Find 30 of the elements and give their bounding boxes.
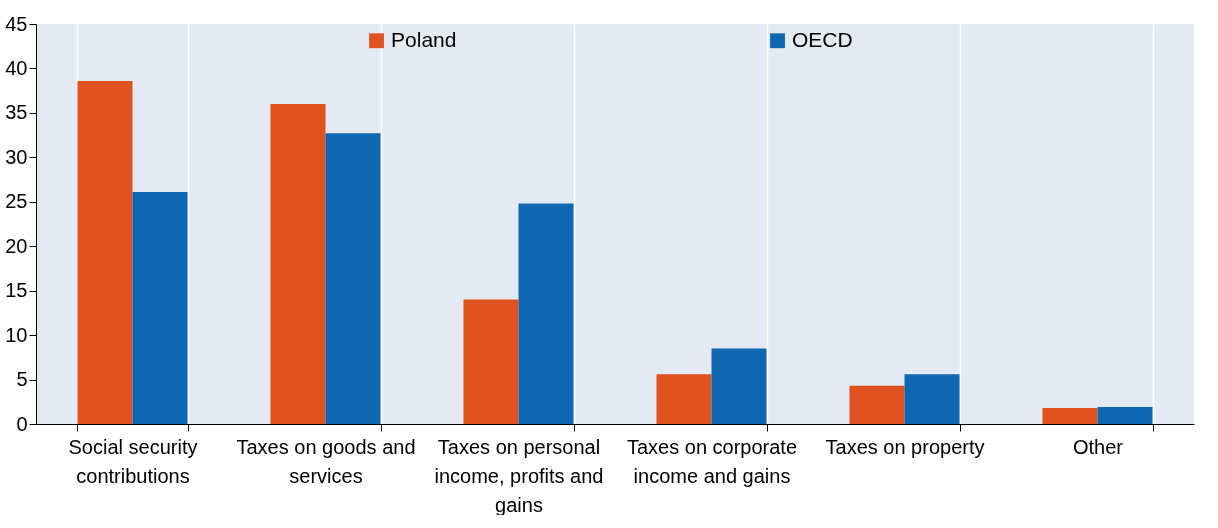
x-tick-label: Other [1072, 435, 1124, 458]
bar [518, 203, 574, 424]
legend-label: OECD [792, 27, 853, 51]
bar [1042, 408, 1098, 424]
y-tick-label: 45 [5, 12, 28, 35]
y-tick-label: 5 [16, 368, 28, 391]
x-tick-label: Taxes on goods and services [236, 435, 416, 487]
bar [463, 299, 519, 424]
bar [904, 374, 960, 424]
y-tick-label: 15 [5, 279, 28, 302]
x-tick-label: Taxes on personal income, profits and gains [434, 435, 604, 516]
y-tick-label: 20 [5, 234, 28, 257]
x-tick-label: Taxes on corporate income and gains [626, 435, 798, 487]
y-tick-label: 30 [5, 145, 28, 168]
bar [77, 80, 133, 424]
bar [132, 192, 188, 424]
y-tick-label: 40 [5, 56, 28, 79]
y-tick-label: 10 [5, 323, 28, 346]
x-tick-label: Social security contributions [68, 435, 198, 487]
y-tick-label: 25 [5, 190, 28, 213]
bar [849, 385, 905, 424]
legend-label: Poland [391, 27, 457, 51]
x-tick-label: Taxes on property [825, 435, 985, 458]
bar [325, 133, 381, 424]
bar [270, 104, 326, 424]
bar [711, 348, 767, 424]
y-tick-label: 0 [16, 412, 28, 435]
bar [656, 374, 712, 424]
bar [1097, 407, 1153, 424]
y-tick-label: 35 [5, 101, 28, 124]
